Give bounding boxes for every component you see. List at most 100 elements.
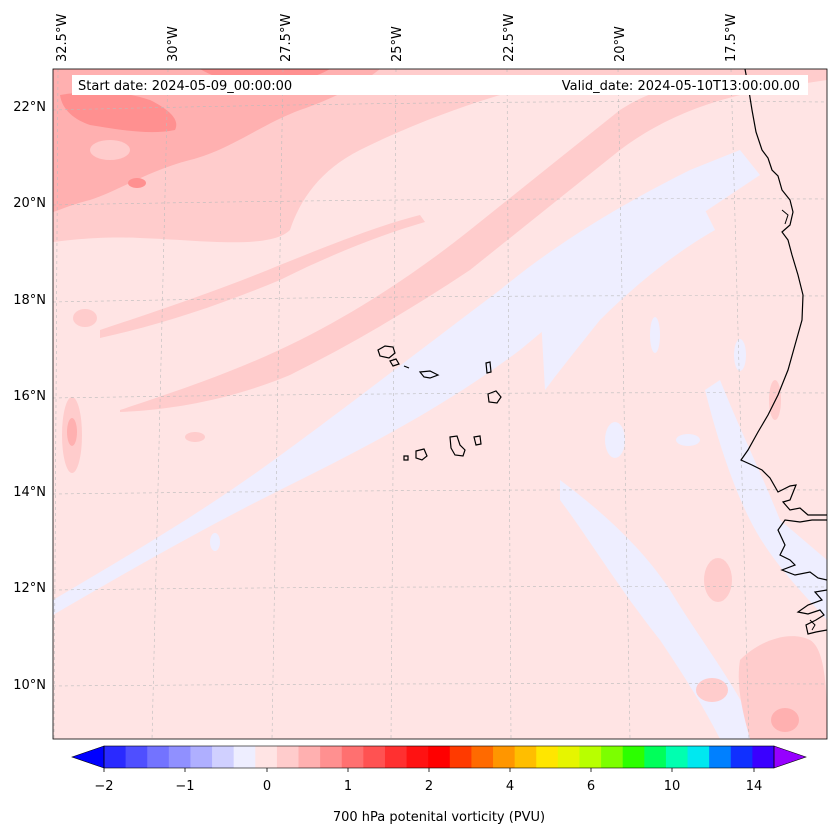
pv-positive-patch-se4 [771,708,799,732]
pv-negative-patch-c [650,317,660,353]
colorbar-tick-label: 4 [506,779,514,794]
pv-strong-positive-spot [128,178,146,188]
colorbar-cell [752,746,775,768]
colorbar-cell [557,746,580,768]
colorbar-cell [471,746,494,768]
colorbar-tick-label: 0 [263,779,271,794]
colorbar-cell [514,746,537,768]
colorbar-cell [428,746,451,768]
island-boa-vista [487,390,502,404]
colorbar-title: 700 hPa potenital vorticity (PVU) [333,810,545,825]
colorbar-cell [276,746,300,768]
map-panel [53,69,827,739]
colorbar-cell [622,746,645,768]
colorbar-outline [103,745,775,769]
pv-negative-patch-b [676,434,700,446]
african-river-mouth-a [781,209,789,225]
island-brava [403,455,409,461]
colorbar-cell [255,746,278,768]
colorbar-cell [190,746,213,768]
pv-negative-band-east [705,380,827,620]
colorbar-cell [363,746,386,768]
colorbar-cell [168,746,191,768]
lon-label: 25°W [390,26,405,62]
lon-label: 27.5°W [279,14,294,62]
colorbar-cell [233,746,256,768]
colorbar-extend-min [71,745,105,769]
lon-label: 22.5°W [502,14,517,62]
island-sal [485,361,492,374]
lon-label: 17.5°W [724,14,739,62]
colorbar-tick-label: 14 [746,779,763,794]
longitude-labels: 32.5°W 30°W 27.5°W 25°W 22.5°W 20°W 17.5… [55,14,739,62]
colorbar: −2 −1 0 1 2 4 6 10 14 700 hPa potenital … [71,745,807,825]
graticule [53,69,827,739]
colorbar-tick-label: 6 [587,779,595,794]
pv-negative-band-main [53,150,760,615]
island-santiago [449,435,466,457]
pv-negative-band-lower [560,480,760,739]
pv-negative-patch-d [210,533,220,551]
island-sao-vicente [389,358,400,367]
pv-positive-patch-se3 [738,636,827,739]
lat-label: 10°N [13,678,46,693]
colorbar-extend-max [773,745,807,769]
colorbar-cell [730,746,753,768]
island-sao-nicolau [418,370,440,379]
colorbar-tick-label: −2 [94,779,113,794]
colorbar-cell [709,746,732,768]
colorbar-tick-label: 2 [425,779,433,794]
lat-label: 12°N [13,581,46,596]
colorbar-ticks [103,768,755,772]
pv-positive-patch-se1 [704,558,732,602]
pv-strong-positive-nw-core [60,91,177,133]
colorbar-tick-label: −1 [175,779,194,794]
pv-negative-band-northeast [540,200,715,390]
pv-negative-patch-a [605,422,625,458]
pv-positive-patch-west-core [67,418,77,446]
start-date-label: Start date: 2024-05-09_00:00:00 [78,79,292,94]
colorbar-tick-label: 10 [664,779,681,794]
pv-negative-patch-e [734,339,746,371]
lon-label: 30°W [166,26,181,62]
colorbar-cell [384,746,408,768]
colorbar-cell [147,746,170,768]
island-maio [473,435,482,446]
island-santo-antao [377,345,396,359]
colorbar-cell [579,746,602,768]
colorbar-cell [298,746,321,768]
lat-label: 14°N [13,485,46,500]
pv-positive-spot-north [90,140,130,160]
lat-label: 20°N [13,196,46,211]
lon-label: 32.5°W [55,14,70,62]
colorbar-cell [687,746,710,768]
header-box [72,75,808,95]
lat-label: 16°N [13,389,46,404]
map-frame [52,68,828,740]
pv-positive-band-diagonal [120,78,740,412]
valid-date-label: Valid_date: 2024-05-10T13:00:00.00 [562,79,800,94]
colorbar-cell [493,746,516,768]
lat-label: 22°N [13,100,46,115]
island-fogo [415,448,428,461]
colorbar-cell [644,746,667,768]
cape-verde-islands [377,345,502,461]
colorbar-cell [406,746,429,768]
pv-positive-patch-left [73,309,97,327]
latitude-labels: 22°N 20°N 18°N 16°N 14°N 12°N 10°N [13,100,46,693]
colorbar-cell [601,746,624,768]
colorbar-cell [341,746,364,768]
colorbar-cell [536,746,559,768]
africa-coastline [740,69,827,635]
pv-positive-band-thin [100,215,425,338]
pv-positive-patch-mid [185,432,205,442]
pv-positive-patch-se2 [696,678,728,702]
lat-label: 18°N [13,293,46,308]
colorbar-cell [212,746,235,768]
island-santa-luzia [403,365,410,369]
lon-label: 20°W [613,26,628,62]
colorbar-cell [125,746,148,768]
colorbar-cell [449,746,472,768]
colorbar-tick-label: 1 [344,779,352,794]
